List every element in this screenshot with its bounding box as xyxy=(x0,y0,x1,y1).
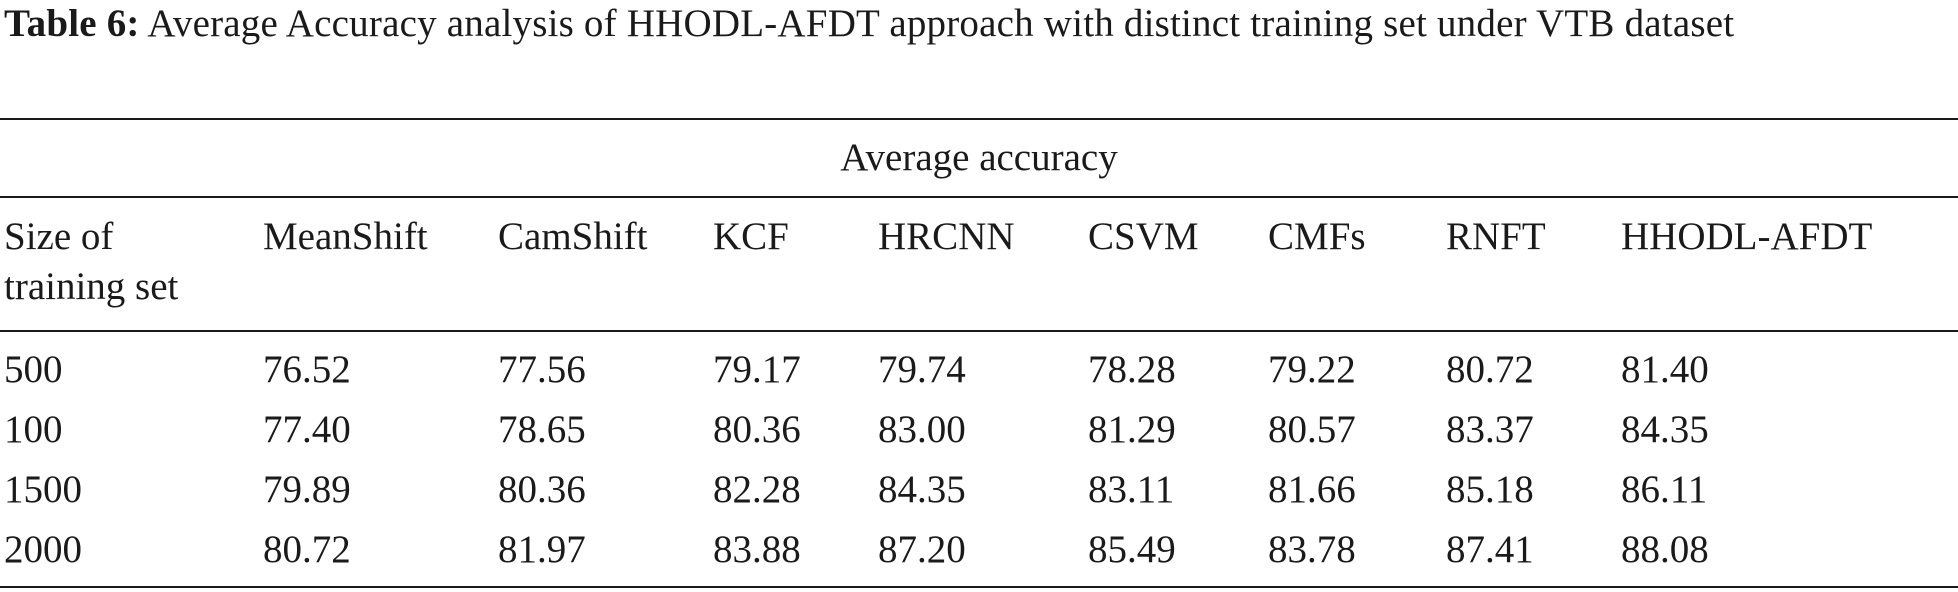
accuracy-cell: 79.22 xyxy=(1268,348,1356,391)
training-size-cell: 500 xyxy=(4,348,63,391)
accuracy-cell: 83.11 xyxy=(1088,468,1175,511)
training-size-cell: 2000 xyxy=(4,528,82,571)
column-header: CamShift xyxy=(498,215,648,258)
column-header: HHODL-AFDT xyxy=(1621,215,1873,258)
accuracy-cell: 76.52 xyxy=(263,348,351,391)
training-size-cell: 1500 xyxy=(4,468,82,511)
column-header: HRCNN xyxy=(878,215,1015,258)
training-size-cell: 100 xyxy=(4,408,63,451)
accuracy-cell: 81.40 xyxy=(1621,348,1709,391)
accuracy-cell: 88.08 xyxy=(1621,528,1709,571)
accuracy-cell: 85.18 xyxy=(1446,468,1534,511)
accuracy-cell: 84.35 xyxy=(878,468,966,511)
accuracy-cell: 77.40 xyxy=(263,408,351,451)
table-bottom-rule xyxy=(0,586,1958,588)
table-caption-label: Table 6: xyxy=(4,2,140,45)
table-caption: Table 6: Average Accuracy analysis of HH… xyxy=(4,0,1954,48)
accuracy-cell: 77.56 xyxy=(498,348,586,391)
column-header: CMFs xyxy=(1268,215,1366,258)
accuracy-cell: 78.65 xyxy=(498,408,586,451)
column-header: KCF xyxy=(713,215,789,258)
accuracy-cell: 81.29 xyxy=(1088,408,1176,451)
accuracy-cell: 85.49 xyxy=(1088,528,1176,571)
column-header: CSVM xyxy=(1088,215,1199,258)
accuracy-cell: 80.72 xyxy=(1446,348,1534,391)
accuracy-cell: 80.36 xyxy=(713,408,801,451)
accuracy-cell: 83.00 xyxy=(878,408,966,451)
row-header-label: Size of training set xyxy=(4,215,179,308)
accuracy-cell: 83.37 xyxy=(1446,408,1534,451)
table-caption-text: Average Accuracy analysis of HHODL-AFDT … xyxy=(139,2,1735,45)
accuracy-cell: 84.35 xyxy=(1621,408,1709,451)
accuracy-cell: 80.72 xyxy=(263,528,351,571)
table-top-rule xyxy=(0,118,1958,120)
accuracy-cell: 80.36 xyxy=(498,468,586,511)
accuracy-cell: 80.57 xyxy=(1268,408,1356,451)
accuracy-cell: 82.28 xyxy=(713,468,801,511)
header-bottom-rule xyxy=(0,330,1958,332)
accuracy-cell: 79.17 xyxy=(713,348,801,391)
group-header-rule xyxy=(0,196,1958,198)
column-group-header: Average accuracy xyxy=(840,136,1118,179)
column-header: RNFT xyxy=(1446,215,1546,258)
accuracy-cell: 79.89 xyxy=(263,468,351,511)
accuracy-cell: 87.41 xyxy=(1446,528,1534,571)
accuracy-cell: 83.78 xyxy=(1268,528,1356,571)
accuracy-cell: 79.74 xyxy=(878,348,966,391)
accuracy-cell: 86.11 xyxy=(1621,468,1708,511)
accuracy-cell: 81.66 xyxy=(1268,468,1356,511)
accuracy-cell: 87.20 xyxy=(878,528,966,571)
column-header: MeanShift xyxy=(263,215,428,258)
accuracy-cell: 78.28 xyxy=(1088,348,1176,391)
accuracy-cell: 83.88 xyxy=(713,528,801,571)
accuracy-cell: 81.97 xyxy=(498,528,586,571)
